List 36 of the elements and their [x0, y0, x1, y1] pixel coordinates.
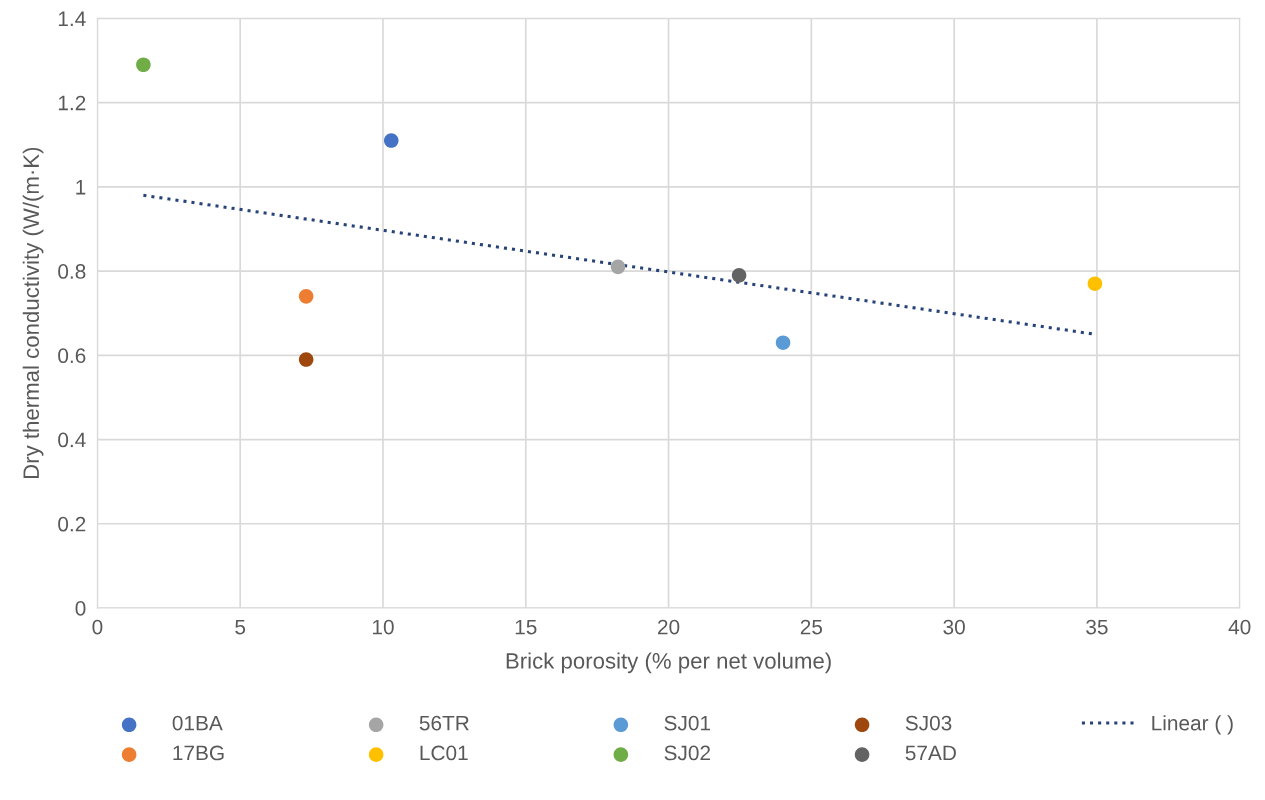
- point: [775, 335, 791, 350]
- y-tick-label: 1: [76, 180, 86, 195]
- x-axis-title: Brick porosity (% per net volume): [506, 652, 831, 674]
- x-tick-label: 35: [1086, 619, 1108, 635]
- point: [298, 289, 314, 304]
- legend-label: 01BA: [172, 715, 223, 731]
- legend-label: SJ03: [905, 715, 952, 731]
- legend-label: SJ02: [664, 745, 710, 761]
- point: [610, 259, 626, 275]
- legend-label: 17BG: [173, 745, 224, 761]
- x-tick-label: 40: [1228, 619, 1251, 635]
- legend-label: 57AD: [905, 745, 956, 761]
- x-tick-label: 20: [658, 619, 680, 635]
- x-tick-label: 25: [800, 619, 823, 635]
- x-tick-label: 30: [943, 619, 965, 635]
- point: [136, 57, 151, 73]
- legend-label: Linear ( ): [1152, 715, 1233, 735]
- x-tick-label: 5: [235, 619, 246, 635]
- legend-label: LC01: [420, 745, 468, 761]
- y-tick-label: 0.2: [58, 516, 86, 532]
- point: [1087, 276, 1103, 291]
- x-tick-label: 10: [372, 619, 394, 635]
- y-tick-label: 0.8: [58, 264, 86, 279]
- y-tick-label: 0.4: [58, 432, 86, 448]
- x-tick-label: 0: [92, 619, 103, 635]
- y-tick-label: 1.4: [58, 11, 86, 26]
- y-tick-label: 0.6: [58, 348, 86, 364]
- point: [383, 133, 399, 148]
- legend-label: 56TR: [419, 715, 469, 731]
- x-tick-label: 15: [515, 619, 537, 635]
- point: [298, 352, 314, 367]
- legend-label: SJ01: [664, 715, 711, 731]
- y-axis-title: Dry thermal conductivity (W/(m·K): [22, 147, 44, 479]
- y-tick-label: 1.2: [58, 95, 86, 111]
- point: [731, 268, 747, 283]
- y-tick-label: 0: [75, 601, 86, 616]
